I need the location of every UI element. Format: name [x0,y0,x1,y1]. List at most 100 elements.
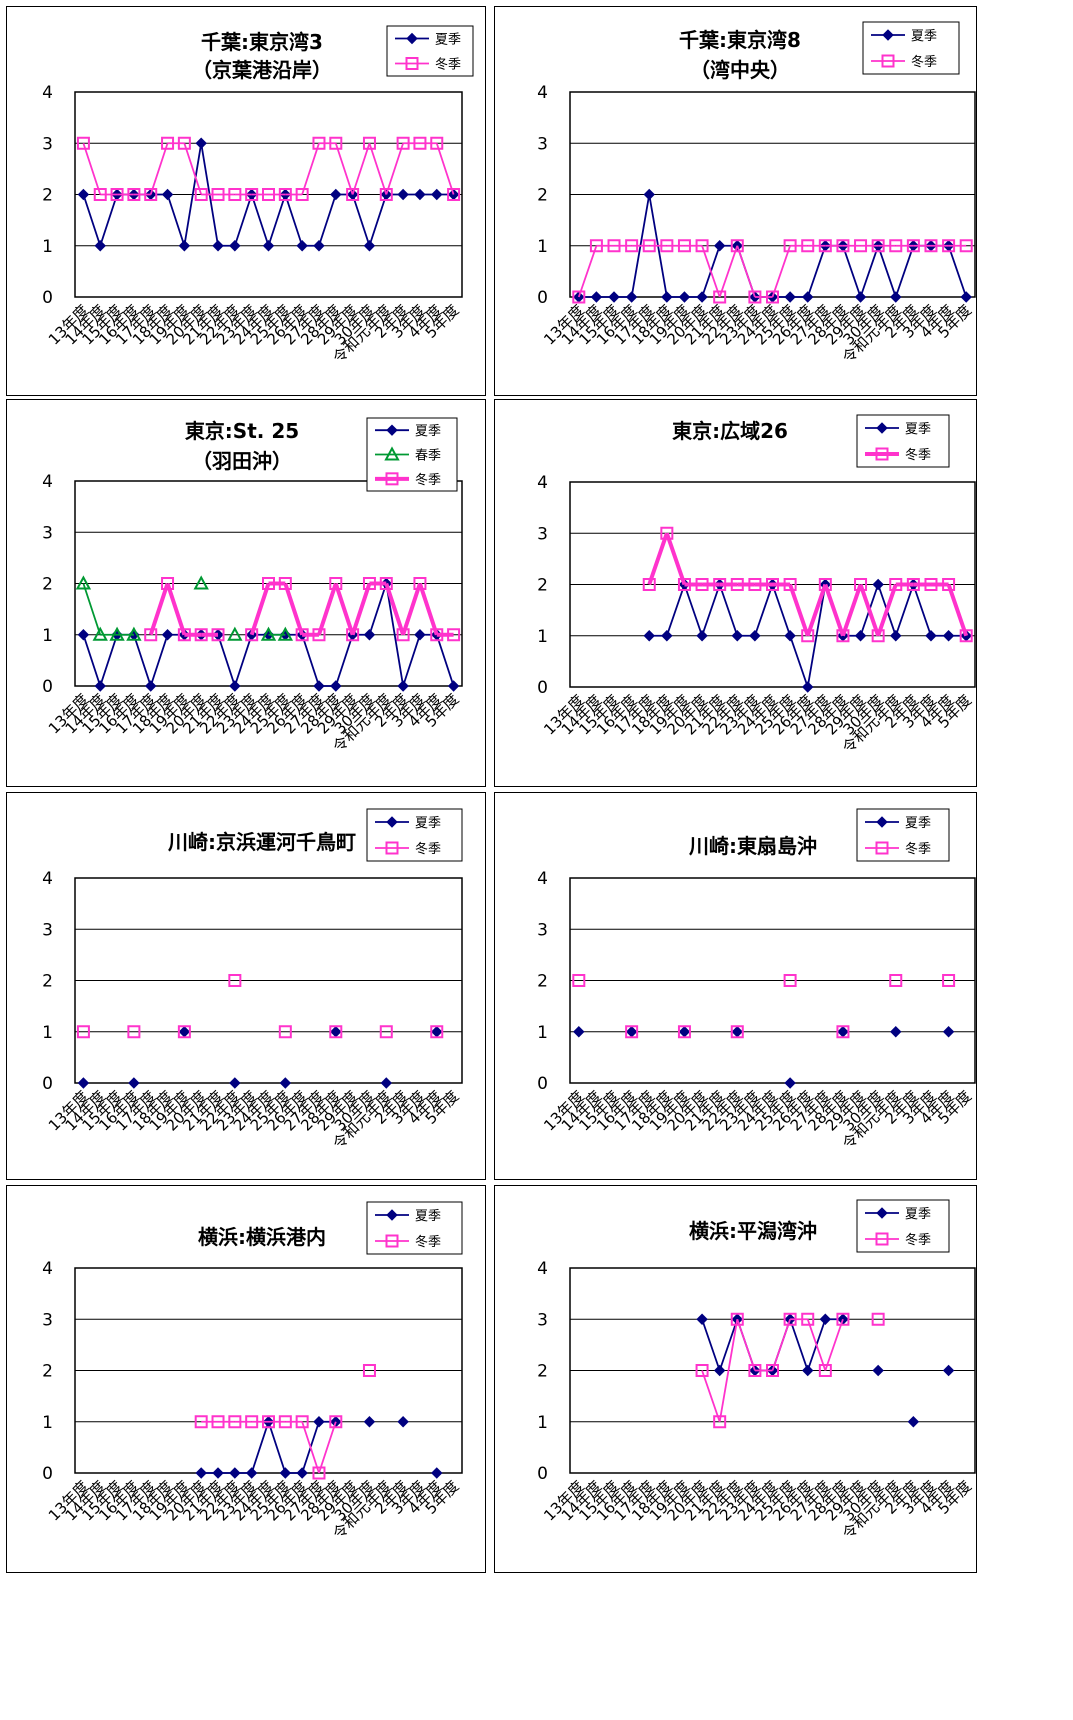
data-point-summer [749,630,761,642]
data-point-winter [211,188,225,201]
data-point-summer [784,1077,796,1089]
chart-panel-tokyo-st25: 東京:St. 25 （羽田沖） 0 1 2 3 4 13年度 14年度 15年度 16年度 17年度 1… [6,399,486,787]
y-tick-label: 0 [42,677,53,697]
series-line-winter [384,582,406,636]
data-point-summer [802,1364,814,1377]
data-point-winter [362,577,376,590]
chart-title: 千葉:東京湾8 [679,28,801,52]
legend-label-summer: 夏季 [905,1207,931,1222]
chart-title: 東京:St. 25 [185,419,299,443]
data-point-spring [227,626,243,641]
data-point-summer [330,1026,342,1038]
data-point-winter [76,1025,90,1039]
y-tick-label: 1 [537,627,548,647]
series-line-winter [701,1370,721,1423]
data-point-winter [346,628,360,642]
y-tick-label: 1 [42,1413,53,1433]
data-point-winter [177,136,191,150]
series-winter [144,577,461,642]
series-line-summer [217,634,236,687]
data-point-summer [590,291,603,303]
y-tick-label: 3 [537,1310,548,1330]
data-point-summer [960,291,972,303]
series-line-summer [912,584,932,637]
series-line-summer [318,194,337,247]
series-line-summer [947,245,968,298]
data-point-winter [245,1415,259,1429]
data-point-winter [262,1415,275,1429]
data-point-winter [889,239,903,253]
series-line-summer [435,634,455,687]
series-line-summer [683,584,703,637]
y-tick-label: 2 [537,1362,548,1382]
data-point-winter [836,239,850,253]
data-point-winter [818,1364,832,1377]
legend-label-summer: 夏季 [911,29,937,44]
data-point-spring [92,626,108,641]
legend-marker-summer [882,29,894,41]
data-point-summer [625,291,638,303]
series-line-winter [333,582,355,636]
data-point-summer [713,1364,726,1377]
series-line-summer [718,584,739,637]
data-point-winter [295,1415,309,1429]
chart-svg: 川崎:京浜運河千鳥町0123413年度14年度15年度16年度17年度18年度1… [42,808,463,1153]
data-point-winter [127,1025,141,1039]
data-point-winter [854,239,868,253]
data-point-summer [178,1026,191,1038]
series-line-winter [771,245,791,298]
y-tick-label: 3 [537,524,548,544]
data-point-winter [312,136,326,150]
series-line-winter [301,1421,320,1474]
series-line-winter [385,142,404,195]
data-point-winter [906,239,920,253]
data-point-winter [329,136,343,150]
data-point-summer [330,188,342,201]
series-line-summer [82,194,102,247]
legend-label-winter: 冬季 [905,1232,931,1248]
legend-label-winter: 冬季 [415,1234,441,1250]
legend [366,1201,463,1255]
data-point-summer [643,630,655,642]
data-point-summer [678,1026,691,1038]
data-point-spring [126,626,142,641]
data-point-winter [713,578,727,591]
series-line-winter [788,583,810,637]
data-point-winter [748,290,762,304]
data-point-winter [801,239,815,253]
data-point-summer [212,1467,224,1479]
data-point-spring [260,626,277,641]
data-point-winter [924,239,938,253]
data-point-summer [77,188,90,201]
series-line-winter [148,582,170,636]
series-line-summer [894,584,915,637]
chart-svg: 千葉:東京湾8（湾中央）0123413年度14年度15年度16年度17年度18年… [537,21,976,367]
legend-label-winter: 冬季 [435,57,461,73]
data-point-winter [766,578,779,591]
data-point-winter [447,188,461,201]
y-tick-label: 4 [42,83,53,103]
data-point-winter [695,578,709,591]
series-line-summer [267,194,287,247]
series-line-summer [806,584,827,688]
y-tick-label: 2 [537,972,548,992]
data-point-winter [959,239,973,253]
data-point-winter [312,1466,326,1480]
data-point-summer [161,188,174,201]
y-tick-label: 3 [42,920,53,940]
series-line-summer [250,194,270,247]
legend-marker-winter [385,841,399,855]
data-point-winter [295,188,309,201]
chart-svg: 横浜:平潟湾沖0123413年度14年度15年度16年度17年度18年度19年度… [537,1199,976,1543]
data-point-summer [573,291,585,303]
data-point-winter [245,628,259,642]
legend-marker-winter [875,841,889,855]
data-point-winter [695,1364,709,1377]
data-point-winter [194,1415,208,1429]
data-point-summer [229,1467,241,1479]
y-tick-label: 3 [537,920,548,940]
series-line-summer [385,583,404,687]
series-line-winter [82,142,102,195]
data-point-spring [109,626,125,641]
data-point-summer [678,291,691,303]
